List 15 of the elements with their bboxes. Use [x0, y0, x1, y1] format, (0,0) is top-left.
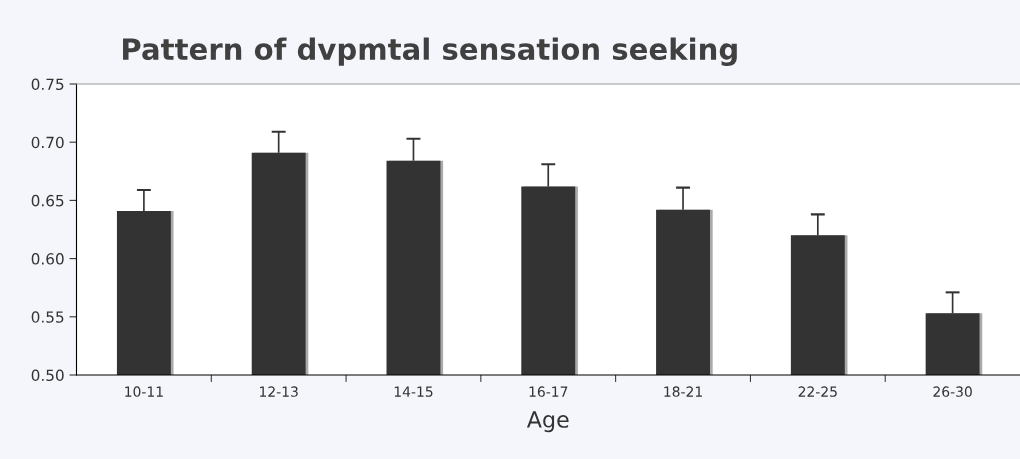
y-tick-label: 0.70 — [31, 136, 64, 149]
y-tick-label: 0.60 — [31, 253, 64, 265]
x-tick-label: 18-21 — [664, 386, 702, 397]
y-tick-label: 0.75 — [31, 78, 64, 91]
x-tick-label: 14-15 — [394, 386, 433, 397]
x-tick-label: 12-13 — [260, 386, 298, 397]
y-tick-label: 0.65 — [31, 194, 64, 207]
x-tick-label: 26-30 — [933, 386, 972, 397]
x-axis-title: Age — [526, 411, 569, 433]
x-tick-label: 16-17 — [529, 386, 568, 397]
y-tick-label: 0.55 — [31, 311, 64, 323]
x-tick-label: 10-11 — [125, 386, 163, 397]
y-tick-label: 0.50 — [31, 369, 64, 382]
chart-title: Pattern of dvpmtal sensation seeking — [123, 37, 737, 66]
x-tick-label: 22-25 — [798, 386, 837, 397]
